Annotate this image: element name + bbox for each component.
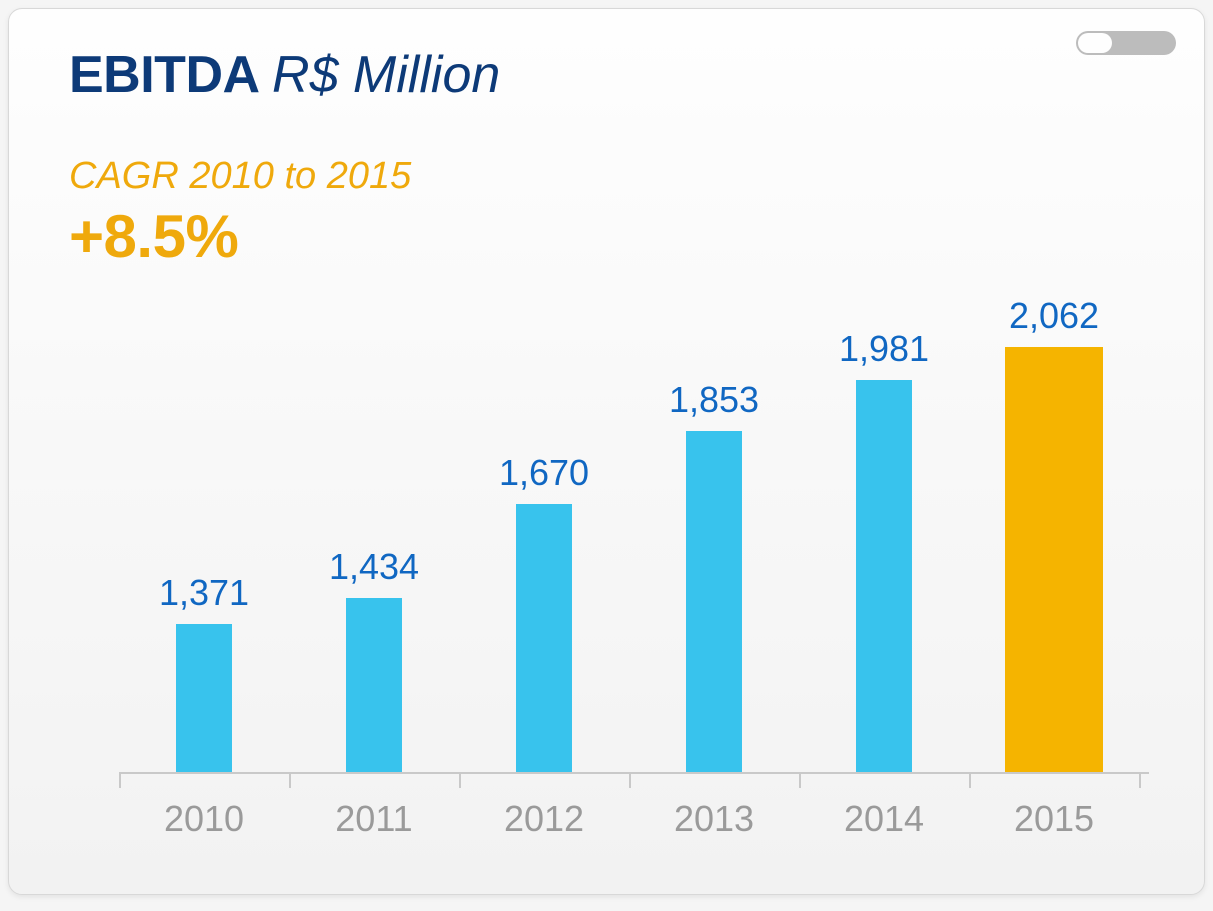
bar-value-label: 1,434 <box>289 546 459 588</box>
x-axis-label: 2015 <box>1014 798 1094 840</box>
title-sub: R$ Million <box>272 46 500 104</box>
x-tick <box>629 774 631 788</box>
bar-slot: 1,434 <box>289 546 459 772</box>
toggle-switch[interactable] <box>1076 31 1176 55</box>
bar <box>856 380 912 772</box>
x-axis-label: 2011 <box>335 798 412 840</box>
x-axis-ticks <box>119 774 1149 788</box>
card-panel: EBITDA R$ Million CAGR 2010 to 2015 +8.5… <box>8 8 1205 895</box>
bar-slot: 1,371 <box>119 572 289 772</box>
x-tick <box>289 774 291 788</box>
bar <box>176 624 232 772</box>
bar <box>516 504 572 772</box>
title-main: EBITDA <box>69 46 260 104</box>
x-tick <box>459 774 461 788</box>
ebitda-bar-chart: 1,3711,4341,6701,8531,9812,062 201020112… <box>119 272 1149 848</box>
toggle-knob <box>1078 33 1112 53</box>
x-axis-label: 2012 <box>504 798 584 840</box>
x-tick <box>1139 774 1141 788</box>
x-axis-label: 2014 <box>844 798 924 840</box>
bar-slot: 1,981 <box>799 328 969 772</box>
x-axis-label: 2010 <box>164 798 244 840</box>
x-tick <box>119 774 121 788</box>
bar-value-label: 2,062 <box>969 295 1139 337</box>
bar-value-label: 1,981 <box>799 328 969 370</box>
bar-value-label: 1,853 <box>629 379 799 421</box>
bar <box>686 431 742 772</box>
bar <box>346 598 402 772</box>
bar-value-label: 1,670 <box>459 452 629 494</box>
x-axis-labels: 2010 2011 2012 2013 2014 2015 <box>119 798 1149 848</box>
bar-value-label: 1,371 <box>119 572 289 614</box>
bars-wrap: 1,3711,434 1,6701,8531,9812,062 <box>119 272 1149 772</box>
cagr-label: CAGR 2010 to 2015 <box>69 155 1144 198</box>
bar <box>1005 347 1103 772</box>
bar-slot: 1,670 <box>459 452 629 772</box>
bar-slot: 2,062 <box>969 295 1139 772</box>
x-tick <box>969 774 971 788</box>
x-tick <box>799 774 801 788</box>
bar-slot: 1,853 <box>629 379 799 772</box>
x-axis-label: 2013 <box>674 798 754 840</box>
cagr-value: +8.5% <box>69 202 1144 271</box>
title-row: EBITDA R$ Million <box>69 45 1144 105</box>
